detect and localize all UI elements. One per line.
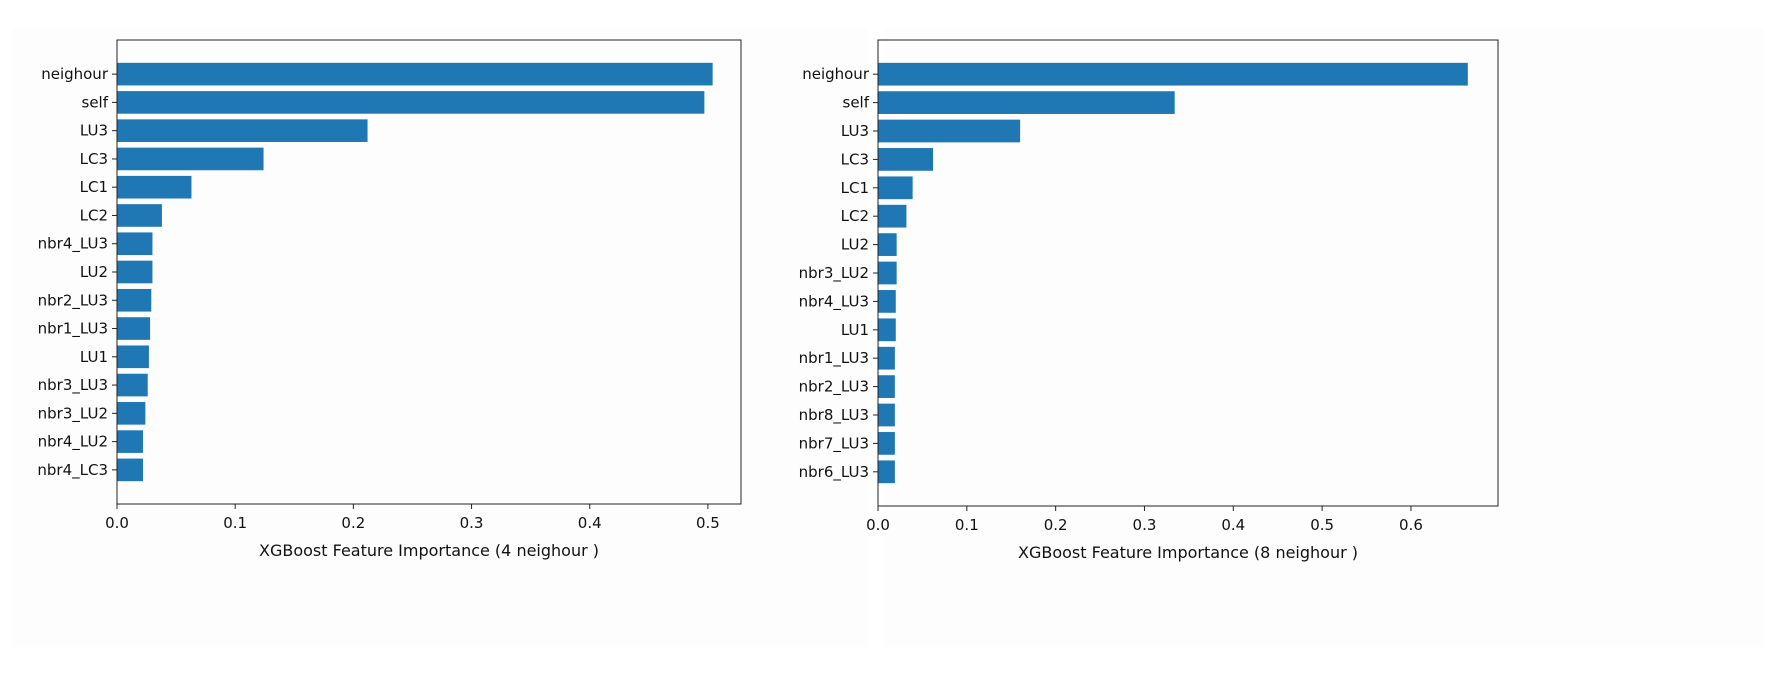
y-tick-label: LC3: [80, 150, 108, 168]
y-tick-label: nbr3_LU3: [38, 376, 108, 395]
bar-neighour: [878, 62, 1468, 86]
y-tick-label: nbr6_LU3: [799, 463, 869, 482]
bar-LC3: [117, 147, 264, 171]
y-tick-label: LU3: [841, 122, 869, 140]
y-tick-label: neighour: [802, 65, 870, 83]
y-tick-label: LU2: [80, 263, 108, 281]
bar-nbr2_LU3: [117, 288, 152, 312]
bar-nbr3_LU3: [117, 373, 148, 397]
bar-nbr8_LU3: [878, 403, 895, 427]
bar-LU2: [117, 260, 153, 284]
bar-nbr4_LC3: [117, 458, 143, 482]
y-tick-label: nbr4_LU3: [799, 292, 869, 311]
bar-LU3: [878, 119, 1021, 143]
x-tick-label: 0.6: [1399, 516, 1423, 534]
bar-nbr3_LU2: [117, 402, 146, 425]
bar-LU1: [878, 318, 896, 342]
bar-LC2: [117, 204, 162, 227]
y-tick-label: nbr2_LU3: [799, 378, 869, 397]
axes-frame: [877, 39, 1499, 507]
x-tick-label: 0.5: [696, 514, 720, 532]
x-axis-label: XGBoost Feature Importance (4 neighour ): [259, 541, 599, 560]
axes-frame: [116, 39, 742, 505]
chart-panel-8-neighour: neighour self LU3 LC3 LC1 LC2 LU2 nbr3_LU2 nbr4_…: [799, 0, 1776, 677]
y-tick-label: nbr8_LU3: [799, 406, 869, 425]
bar-neighour: [117, 62, 713, 86]
chart-panel-4-neighour: neighour self LU3 LC3 LC1 LC2 nbr4_LU3 LU2 nbr2_…: [0, 0, 880, 677]
y-tick-label: nbr4_LU2: [38, 433, 108, 452]
x-tick-label: 0.1: [955, 516, 979, 534]
x-tick-label: 0.0: [105, 514, 129, 532]
y-tick-label: LU1: [841, 321, 869, 339]
y-tick-label: self: [843, 94, 870, 112]
bar-LU1: [117, 345, 149, 369]
bar-nbr4_LU3: [878, 290, 896, 313]
y-tick-label: LC1: [841, 179, 869, 197]
y-tick-label: LC1: [80, 178, 108, 196]
y-tick-label: nbr1_LU3: [799, 349, 869, 368]
y-tick-label: neighour: [41, 65, 109, 83]
x-tick-label: 0.0: [866, 516, 890, 534]
bar-nbr4_LU3: [117, 232, 153, 256]
x-tick-label: 0.3: [1133, 516, 1157, 534]
y-tick-label: self: [82, 93, 109, 111]
bar-self: [878, 91, 1175, 114]
bar-nbr1_LU3: [117, 317, 151, 340]
x-axis-label: XGBoost Feature Importance (8 neighour ): [1018, 543, 1358, 562]
bar-LU3: [117, 119, 368, 142]
bar-LC3: [878, 148, 934, 171]
bar-nbr4_LU2: [117, 430, 143, 453]
x-tick-label: 0.2: [1044, 516, 1068, 534]
bar-LC1: [878, 176, 913, 200]
bar-nbr1_LU3: [878, 346, 895, 370]
x-tick-label: 0.2: [341, 514, 365, 532]
x-tick-label: 0.1: [223, 514, 247, 532]
x-tick-label: 0.4: [1221, 516, 1245, 534]
y-tick-label: LC2: [80, 206, 108, 224]
y-tick-label: LC2: [841, 207, 869, 225]
bar-nbr3_LU2: [878, 261, 897, 285]
feature-importance-chart-8-neighour: neighour self LU3 LC3 LC1 LC2 LU2 nbr3_LU2 nbr4_…: [799, 39, 1499, 562]
x-tick-label: 0.5: [1310, 516, 1334, 534]
y-tick-label: LC3: [841, 150, 869, 168]
bar-nbr7_LU3: [878, 432, 895, 455]
bar-nbr2_LU3: [878, 375, 895, 398]
y-tick-label: LU3: [80, 122, 108, 140]
bar-LC2: [878, 204, 907, 228]
y-tick-label: nbr7_LU3: [799, 434, 869, 453]
x-tick-label: 0.4: [578, 514, 602, 532]
y-tick-label: nbr1_LU3: [38, 320, 108, 339]
y-tick-label: LU2: [841, 236, 869, 254]
feature-importance-chart-4-neighour: neighour self LU3 LC3 LC1 LC2 nbr4_LU3 LU2 nbr2_…: [37, 39, 742, 560]
bar-nbr6_LU3: [878, 460, 895, 484]
y-tick-label: nbr4_LU3: [38, 235, 108, 254]
y-tick-label: nbr3_LU2: [799, 264, 869, 283]
x-tick-label: 0.3: [460, 514, 484, 532]
bar-LU2: [878, 233, 897, 256]
chart-panel-background: [884, 28, 1764, 647]
y-tick-label: nbr3_LU2: [38, 404, 108, 423]
y-tick-label: LU1: [80, 348, 108, 366]
y-tick-label: nbr4_LC3: [37, 461, 108, 480]
bar-LC1: [117, 175, 192, 199]
bar-self: [117, 91, 705, 114]
y-tick-label: nbr2_LU3: [38, 291, 108, 310]
